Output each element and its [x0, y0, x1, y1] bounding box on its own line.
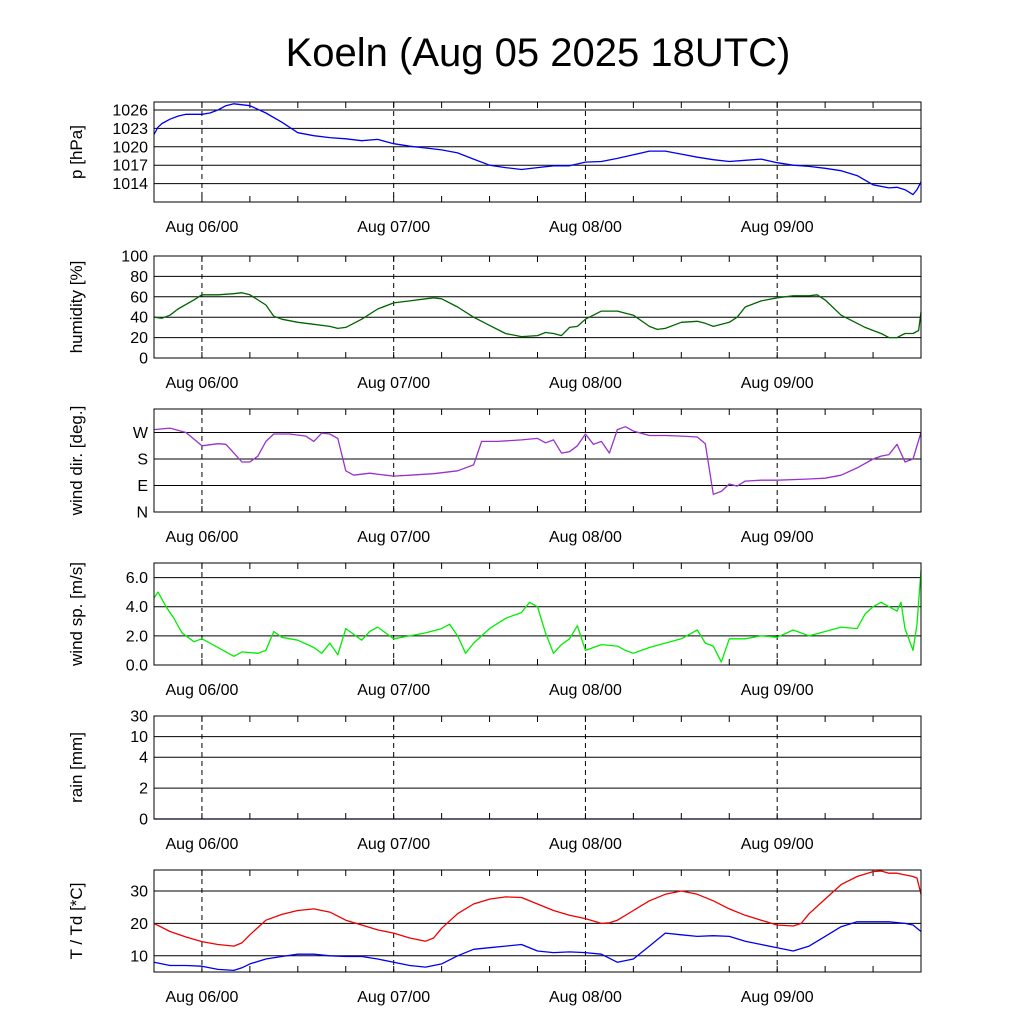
y-tick-label: 1020	[112, 139, 148, 156]
y-tick-label: 0	[139, 812, 148, 829]
y-tick-label: 20	[130, 916, 148, 933]
panel-wind_sp: 0.0 2.0 4.0 6.0 Aug 06/00 Aug 07/00 Aug 08/00 A…	[67, 562, 922, 699]
x-tick-label: Aug 06/00	[165, 529, 238, 546]
x-tick-label: Aug 08/00	[549, 836, 622, 853]
x-tick-label: Aug 06/00	[165, 375, 238, 392]
y-tick-label: 1014	[112, 176, 148, 193]
plot-frame	[153, 562, 922, 666]
x-tick-label: Aug 09/00	[741, 836, 814, 853]
series-line-humidity	[153, 292, 922, 339]
panel-rain: 0 2 4 10 30 Aug 06/00 Aug 07/00 Aug 08/00 Aug 09…	[67, 709, 922, 853]
series-line-wind_dir	[153, 426, 922, 495]
y-tick-label: 4.0	[126, 599, 148, 616]
x-tick-label: Aug 09/00	[741, 219, 814, 236]
y-tick-label: 4	[139, 750, 148, 767]
y-tick-label: S	[137, 452, 148, 469]
x-tick-label: Aug 08/00	[549, 682, 622, 699]
y-tick-label: E	[137, 478, 148, 495]
y-axis-label: wind sp. [m/s]	[67, 562, 86, 667]
y-tick-label: 30	[130, 884, 148, 901]
plot-frame	[153, 715, 922, 820]
y-tick-label: 2	[139, 781, 148, 798]
y-tick-label: 40	[130, 310, 148, 327]
x-tick-label: Aug 08/00	[549, 219, 622, 236]
y-axis-label: wind dir. [deg.]	[67, 406, 86, 517]
x-tick-label: Aug 08/00	[549, 989, 622, 1006]
x-tick-label: Aug 07/00	[357, 989, 430, 1006]
series-line-pressure	[153, 103, 922, 196]
y-tick-label: 6.0	[126, 570, 148, 587]
y-tick-label: 1023	[112, 121, 148, 138]
y-tick-label: 1026	[112, 102, 148, 119]
x-tick-label: Aug 09/00	[741, 989, 814, 1006]
y-tick-label: 10	[130, 729, 148, 746]
x-tick-label: Aug 07/00	[357, 375, 430, 392]
plot-frame	[153, 255, 922, 359]
y-tick-label: 60	[130, 289, 148, 306]
x-tick-label: Aug 06/00	[165, 836, 238, 853]
chart-title: Koeln (Aug 05 2025 18UTC)	[286, 31, 791, 75]
y-tick-label: W	[133, 425, 149, 442]
series-line-wind_sp	[153, 570, 922, 663]
y-axis-label: T / Td [*C]	[67, 883, 86, 960]
plot-frame	[153, 869, 922, 973]
y-tick-label: 20	[130, 330, 148, 347]
y-tick-label: 0.0	[126, 658, 148, 675]
x-tick-label: Aug 06/00	[165, 989, 238, 1006]
x-tick-label: Aug 06/00	[165, 682, 238, 699]
y-tick-label: 1017	[112, 158, 148, 175]
y-tick-label: 2.0	[126, 628, 148, 645]
x-tick-label: Aug 09/00	[741, 375, 814, 392]
y-axis-label: p [hPa]	[67, 125, 86, 179]
y-tick-label: N	[136, 505, 148, 522]
y-axis-label: humidity [%]	[67, 261, 86, 354]
x-tick-label: Aug 08/00	[549, 529, 622, 546]
panel-temp: 10 20 30 Aug 06/00 Aug 07/00 Aug 08/00 Aug 09/…	[67, 869, 922, 1006]
y-tick-label: 10	[130, 948, 148, 965]
x-tick-label: Aug 06/00	[165, 219, 238, 236]
series-line-temp-1	[153, 921, 922, 972]
y-tick-label: 30	[130, 709, 148, 726]
x-tick-label: Aug 09/00	[741, 529, 814, 546]
x-tick-label: Aug 07/00	[357, 836, 430, 853]
y-tick-label: 80	[130, 269, 148, 286]
x-tick-label: Aug 07/00	[357, 529, 430, 546]
x-tick-label: Aug 07/00	[357, 219, 430, 236]
panel-humidity: 0 20 40 60 80 100 Aug 06/00 Aug 07/00 Aug 08/00 A…	[67, 249, 922, 392]
series-line-temp-0	[153, 870, 922, 947]
plot-frame	[153, 408, 922, 513]
y-tick-label: 100	[121, 249, 148, 266]
x-tick-label: Aug 07/00	[357, 682, 430, 699]
x-tick-label: Aug 08/00	[549, 375, 622, 392]
y-axis-label: rain [mm]	[67, 732, 86, 803]
plot-frame	[153, 101, 922, 203]
x-tick-label: Aug 09/00	[741, 682, 814, 699]
y-tick-label: 0	[139, 351, 148, 368]
